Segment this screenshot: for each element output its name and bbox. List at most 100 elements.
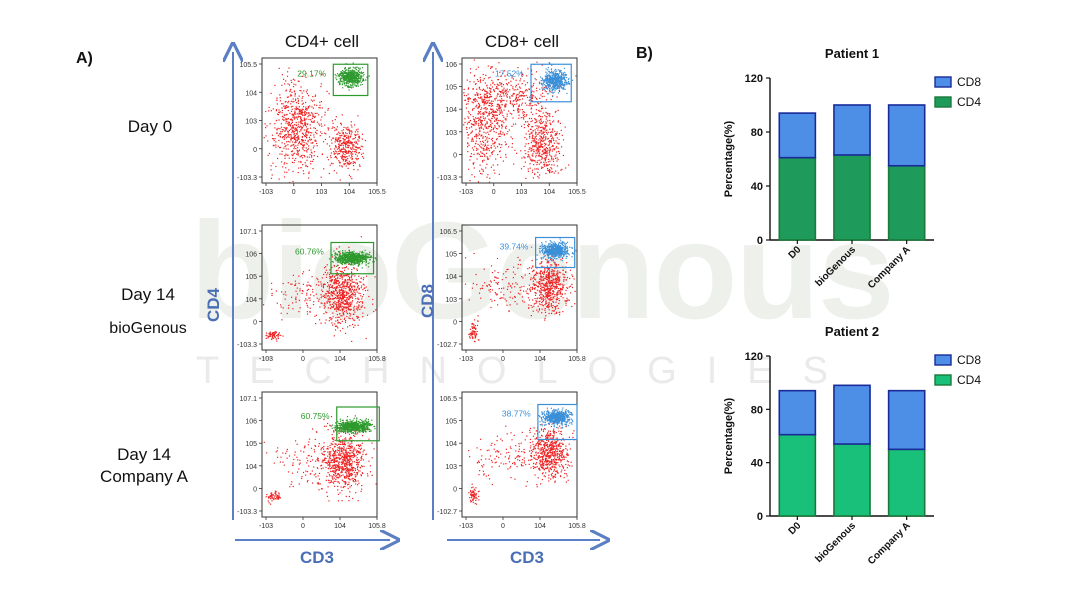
scatter-point <box>545 138 547 140</box>
gated-point <box>562 75 564 77</box>
scatter-point <box>294 110 296 112</box>
scatter-point <box>310 119 312 121</box>
scatter-point <box>285 134 287 136</box>
scatter-point <box>339 135 341 137</box>
scatter-point <box>331 120 334 122</box>
scatter-point <box>284 154 286 157</box>
scatter-point <box>289 95 291 97</box>
scatter-point <box>352 161 354 163</box>
scatter-point <box>301 108 303 110</box>
scatter-point <box>546 153 548 155</box>
scatter-point <box>539 115 541 117</box>
scatter-point <box>297 97 299 100</box>
gated-point <box>355 79 357 81</box>
scatter-point <box>492 100 494 102</box>
scatter-point <box>553 164 555 166</box>
scatter-point <box>285 129 287 131</box>
gated-point <box>355 72 357 74</box>
scatter-point <box>536 127 538 129</box>
scatter-point <box>334 156 336 158</box>
scatter-point <box>485 152 488 154</box>
scatter-point <box>528 117 531 120</box>
scatter-point <box>477 93 479 95</box>
scatter-point <box>476 104 478 106</box>
scatter-point <box>503 87 505 89</box>
scatter-point <box>287 106 289 108</box>
scatter-point <box>522 115 524 117</box>
scatter-point <box>518 105 520 108</box>
scatter-point <box>344 139 346 141</box>
scatter-point <box>555 140 557 142</box>
scatter-point <box>306 143 308 145</box>
scatter-point <box>541 107 543 109</box>
scatter-point <box>339 144 341 146</box>
scatter-point <box>549 172 551 174</box>
scatter-point <box>506 133 508 135</box>
scatter-point <box>541 154 543 156</box>
scatter-point <box>546 112 548 114</box>
scatter-point <box>552 145 554 147</box>
scatter-point <box>553 139 555 142</box>
scatter-point <box>501 104 503 106</box>
scatter-point <box>476 158 478 160</box>
scatter-point <box>486 136 488 138</box>
scatter-point <box>478 103 480 106</box>
scatter-point <box>549 119 551 122</box>
scatter-point <box>537 125 539 127</box>
scatter-point <box>490 108 492 110</box>
scatter-point <box>511 143 513 145</box>
scatter-point <box>342 145 344 147</box>
scatter-point <box>492 81 494 83</box>
scatter-point <box>306 118 308 120</box>
scatter-point <box>347 139 349 142</box>
scatter-point <box>544 124 546 126</box>
scatter-point <box>525 89 527 91</box>
scatter-point <box>280 123 282 125</box>
scatter-point <box>482 99 484 101</box>
scatter-point <box>480 126 482 128</box>
scatter-point <box>293 118 296 120</box>
scatter-point <box>500 109 502 111</box>
scatter-point <box>274 123 276 125</box>
scatter-point <box>270 177 273 179</box>
gated-point <box>358 76 360 78</box>
panel-b-label: B) <box>636 45 653 62</box>
scatter-point <box>290 134 292 136</box>
gated-point <box>541 77 543 79</box>
gated-point <box>352 73 354 75</box>
gated-point <box>362 79 364 81</box>
scatter-point <box>474 143 477 145</box>
scatter-point <box>291 121 294 124</box>
scatter-point <box>312 158 315 161</box>
scatter-point <box>344 142 347 144</box>
scatter-point <box>354 124 356 126</box>
scatter-point <box>492 71 494 73</box>
scatter-point <box>281 137 283 139</box>
scatter-point <box>520 150 522 152</box>
scatter-point <box>306 151 308 153</box>
scatter-point <box>327 108 329 110</box>
scatter-point <box>287 148 289 150</box>
y-tick-label: 104 <box>245 90 257 97</box>
scatter-point <box>476 149 478 151</box>
scatter-point <box>348 162 350 164</box>
scatter-point <box>354 131 357 133</box>
scatter-point <box>545 150 547 152</box>
scatter-point <box>499 150 501 152</box>
scatter-point <box>530 132 532 134</box>
scatter-point <box>564 126 566 128</box>
scatter-point <box>485 144 487 146</box>
scatter-point <box>497 79 499 81</box>
scatter-point <box>302 106 305 108</box>
scatter-point <box>305 101 307 104</box>
scatter-point <box>339 179 341 181</box>
scatter-point <box>479 120 481 122</box>
scatter-point <box>353 138 355 140</box>
scatter-point <box>476 147 478 149</box>
gated-point <box>348 76 350 78</box>
scatter-point <box>522 117 524 119</box>
scatter-point <box>502 99 504 101</box>
scatter-point <box>296 150 298 152</box>
scatter-point <box>286 162 288 165</box>
scatter-point <box>361 156 364 158</box>
